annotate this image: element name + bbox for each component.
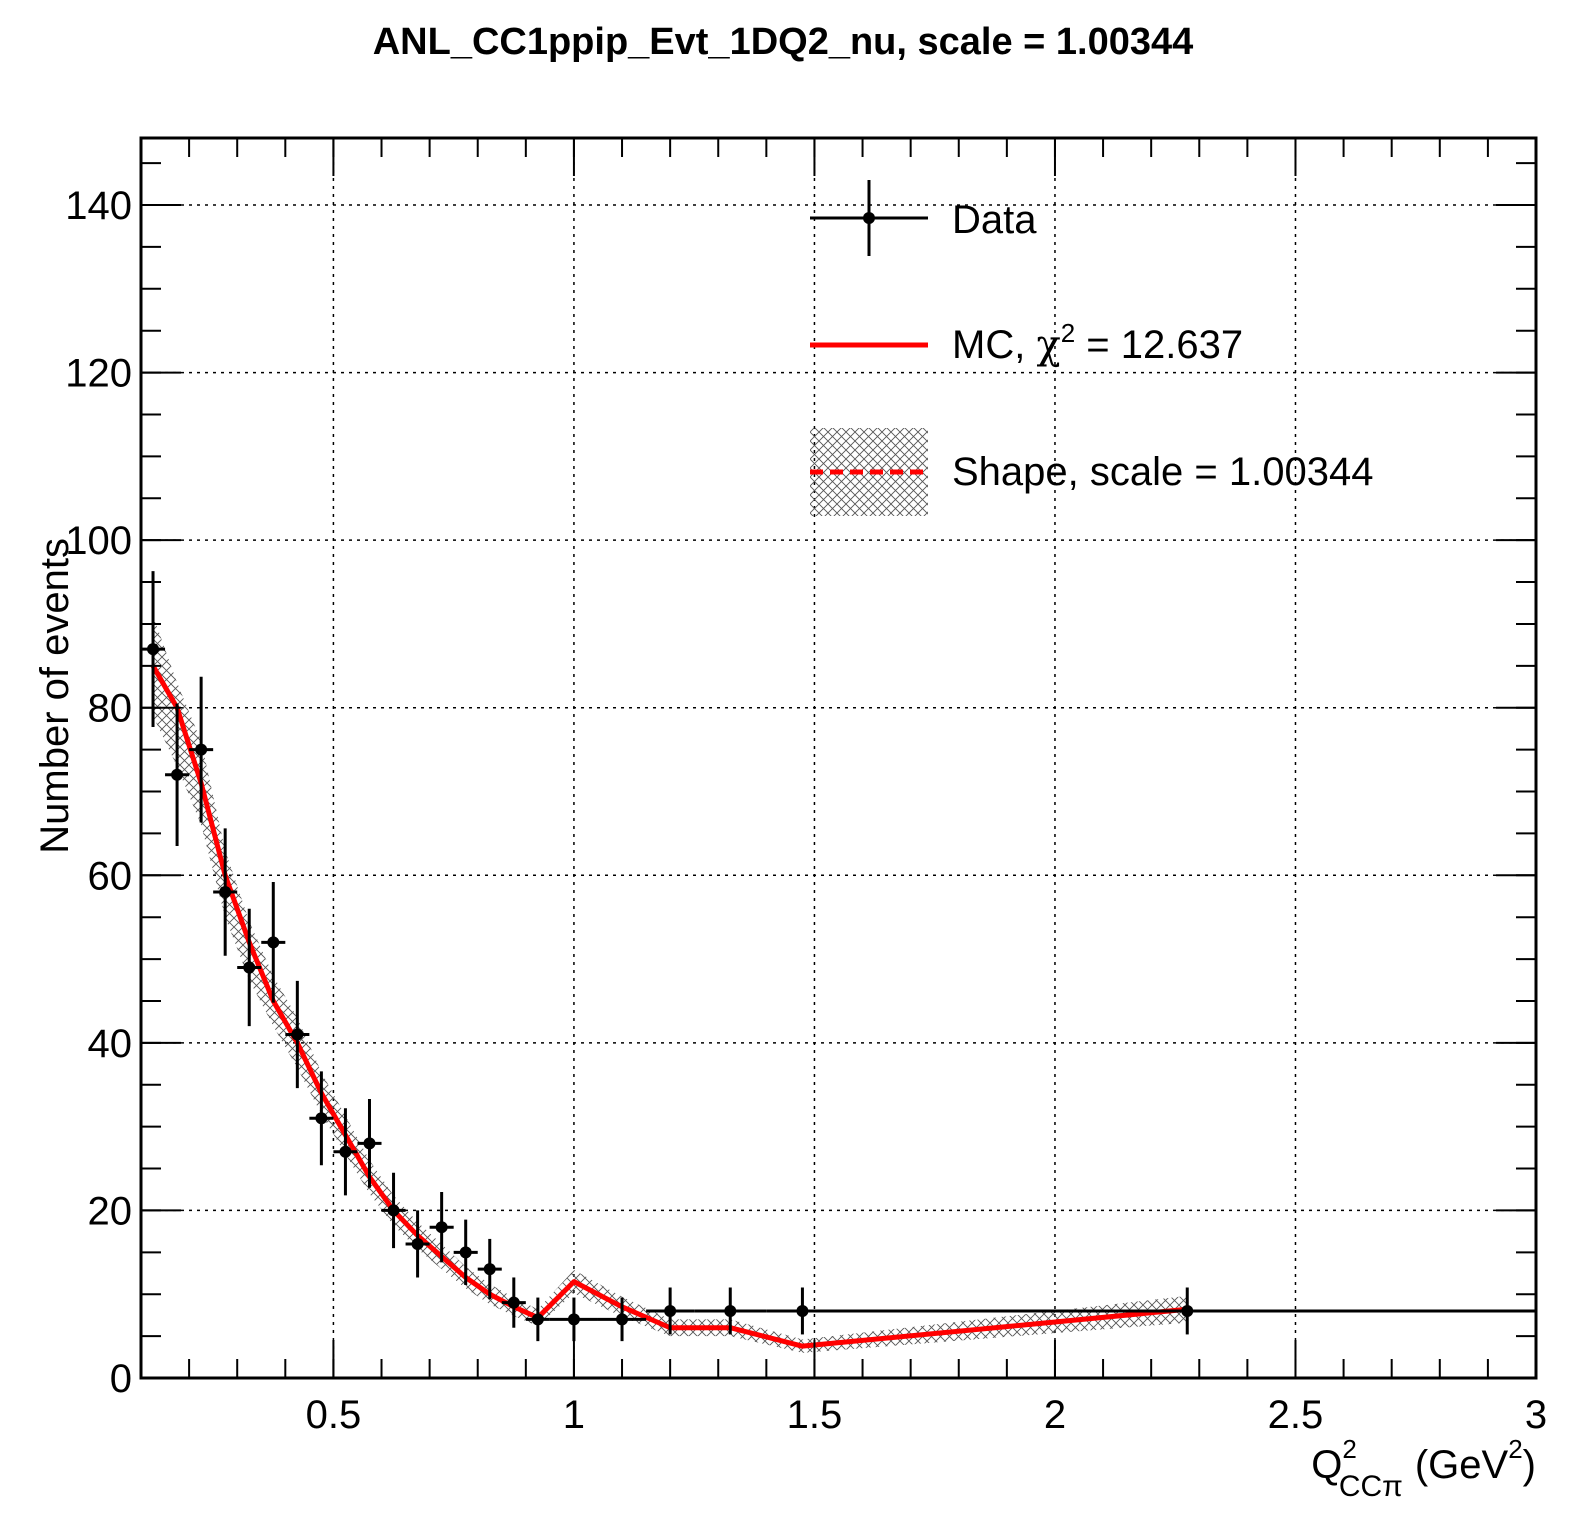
data-marker [616,1313,629,1326]
data-point [694,1287,767,1335]
data-point [213,828,238,956]
data-point [237,908,262,1027]
axis-ticks [140,138,1537,1379]
data-marker [435,1221,448,1234]
y-tick-label: 140 [65,184,132,228]
chart-title: ANL_CC1ppip_Evt_1DQ2_nu, scale = 1.00344 [373,21,1194,63]
data-point [333,1108,358,1196]
svg-text:Data: Data [952,198,1037,242]
svg-text:Shape, scale = 1.00344: Shape, scale = 1.00344 [952,450,1373,494]
data-marker [531,1313,544,1326]
data-point [429,1192,454,1263]
data-point [501,1277,526,1328]
grid [141,138,1536,1378]
data-marker [1181,1304,1194,1317]
data-marker [147,643,160,656]
plot-frame [139,136,1538,1380]
data-point [597,1297,647,1342]
svg-text:MC, χ2 = 12.637: MC, χ2 = 12.637 [952,318,1243,368]
data-marker [291,1028,304,1041]
data-series [141,571,1536,1342]
data-marker [664,1304,677,1317]
x-tick-label: 0.5 [306,1393,362,1437]
data-marker [411,1237,424,1250]
legend-entry-data: Data [810,180,1037,256]
y-tick-label: 20 [88,1189,133,1233]
data-point [646,1287,695,1335]
data-marker [567,1313,580,1326]
shape-band [153,615,1188,1353]
x-tick-label: 1.5 [787,1393,843,1437]
data-marker [363,1137,376,1150]
data-point [309,1071,334,1166]
mc-line [150,664,1188,1349]
legend-entry-mc: MC, χ2 = 12.637 [810,318,1243,368]
data-point [766,1287,839,1335]
data-marker [339,1145,352,1158]
data-point [838,1287,1536,1335]
data-marker [724,1304,737,1317]
data-point [525,1297,550,1342]
data-marker [315,1112,328,1125]
data-marker [267,936,280,949]
y-tick-label: 40 [88,1022,133,1066]
data-point [453,1219,478,1285]
data-marker [459,1246,472,1259]
data-point [165,703,190,846]
data-point [261,882,286,1003]
data-marker [243,961,256,974]
y-tick-label: 100 [65,519,132,563]
y-tick-label: 0 [110,1357,132,1401]
legend-entry-shape: Shape, scale = 1.00344 [810,428,1373,516]
data-marker [387,1204,400,1217]
x-tick-label: 2 [1044,1393,1066,1437]
shape-band-area [153,615,1188,1353]
data-marker [507,1296,520,1309]
data-marker [171,768,184,781]
data-point [189,676,214,823]
x-tick-label: 3 [1525,1393,1547,1437]
data-marker [483,1263,496,1276]
y-tick-label: 80 [88,687,133,731]
data-marker [796,1304,809,1317]
tick-labels: 0.5 1 1.5 2 2.5 3 0 20 40 60 80 100 120 140 [65,184,1547,1437]
data-point [549,1297,598,1342]
data-point [405,1210,430,1278]
data-point [477,1238,502,1300]
data-point [285,980,310,1089]
data-point [141,571,166,727]
data-marker [219,886,232,899]
x-tick-label: 1 [563,1393,585,1437]
y-tick-label: 120 [65,352,132,396]
mc-series [150,664,1188,1349]
data-point [381,1172,406,1249]
data-marker [195,743,208,756]
legend: Data MC, χ2 = 12.637 Shape, scale = 1.00… [810,180,1373,516]
y-tick-label: 60 [88,854,133,898]
x-tick-label: 2.5 [1268,1393,1324,1437]
data-point [357,1099,382,1188]
y-axis-label: Number of events [33,538,77,854]
x-axis-label: Q2 CCπ (GeV2) [1311,1434,1536,1503]
